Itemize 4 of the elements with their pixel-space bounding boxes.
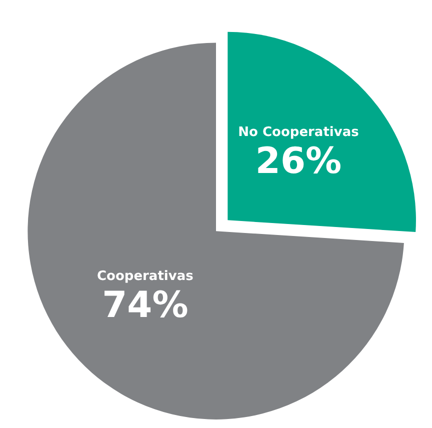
slice-label: No Cooperativas xyxy=(238,125,360,140)
data-label: 74% xyxy=(102,285,188,326)
slice-label: Cooperativas xyxy=(96,269,194,284)
data-label: 26% xyxy=(255,141,342,182)
